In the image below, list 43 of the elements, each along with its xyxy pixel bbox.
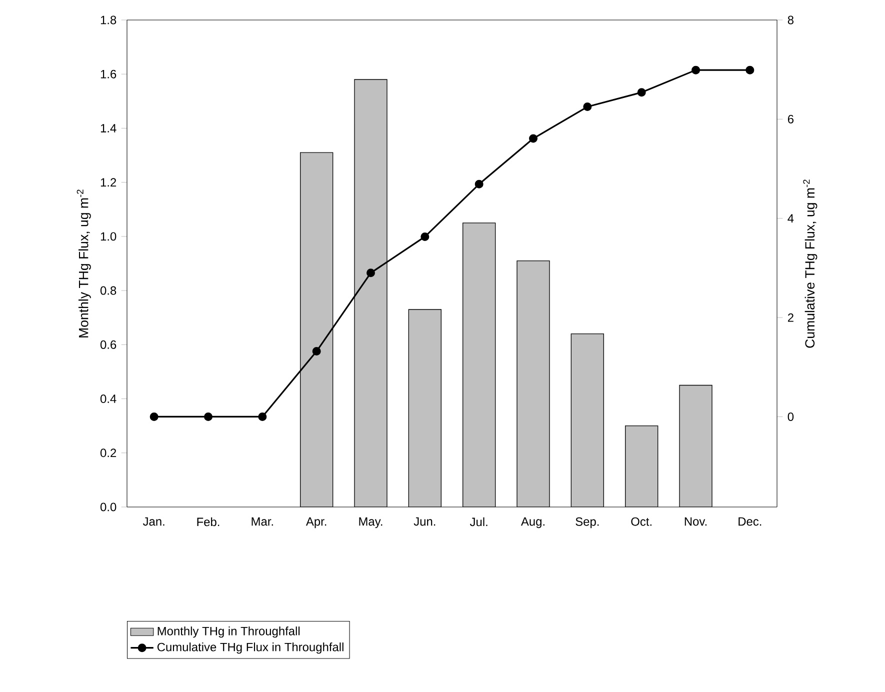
y-tick-label: 1.6 xyxy=(100,70,116,78)
x-tick-label: Sep. xyxy=(576,517,599,528)
point xyxy=(529,134,538,143)
y2-tick-label: 0 xyxy=(788,412,794,421)
point xyxy=(150,412,158,421)
legend-label: Cumulative THg Flux in Throughfall xyxy=(157,642,344,654)
y-tick-label: 1.0 xyxy=(100,232,116,241)
y-tick-label: 0.4 xyxy=(100,394,116,404)
y2-tick-label: 2 xyxy=(788,313,794,322)
x-tick-label: Dec. xyxy=(738,517,762,526)
y2-tick-label: 6 xyxy=(788,114,794,124)
point xyxy=(583,102,592,112)
y2-tick-label: 8 xyxy=(788,16,794,24)
y2-axis-title: Cumulative THg Flux, ug m$^{-2}$ xyxy=(803,180,818,348)
x-tick-label: Jan. xyxy=(142,517,164,526)
point xyxy=(746,66,754,74)
x-tick-label: Aug. xyxy=(520,517,544,528)
x-tick-label: May. xyxy=(359,517,382,528)
point xyxy=(420,232,430,241)
y2-tick-label: 4 xyxy=(788,214,794,222)
legend-label: Monthly THg in Throughfall xyxy=(158,626,300,638)
point xyxy=(312,347,321,356)
y-axis-title: Monthly THg Flux, ug m$^{-2}$ xyxy=(76,190,91,338)
y-tick-label: 0.2 xyxy=(100,448,116,458)
x-tick-label: Feb. xyxy=(197,517,220,526)
x-tick-label: Nov. xyxy=(684,517,707,526)
x-tick-label: Jun. xyxy=(414,517,436,526)
y-tick-label: 1.8 xyxy=(100,16,116,24)
point xyxy=(204,412,213,421)
x-tick-label: Mar. xyxy=(252,517,273,526)
y-tick-label: 1.2 xyxy=(100,178,116,186)
x-tick-label: Apr. xyxy=(306,517,326,528)
y-tick-label: 1.4 xyxy=(100,124,116,132)
x-tick-label: Jul. xyxy=(470,517,488,526)
point xyxy=(637,88,646,97)
y-tick-label: 0.8 xyxy=(100,286,116,295)
x-tick-label: Oct. xyxy=(631,517,652,526)
point xyxy=(258,412,267,421)
point xyxy=(366,268,376,278)
y-tick-label: 0.0 xyxy=(100,502,116,512)
y-tick-label: 0.6 xyxy=(100,340,116,349)
point xyxy=(692,66,700,74)
point xyxy=(474,180,484,188)
